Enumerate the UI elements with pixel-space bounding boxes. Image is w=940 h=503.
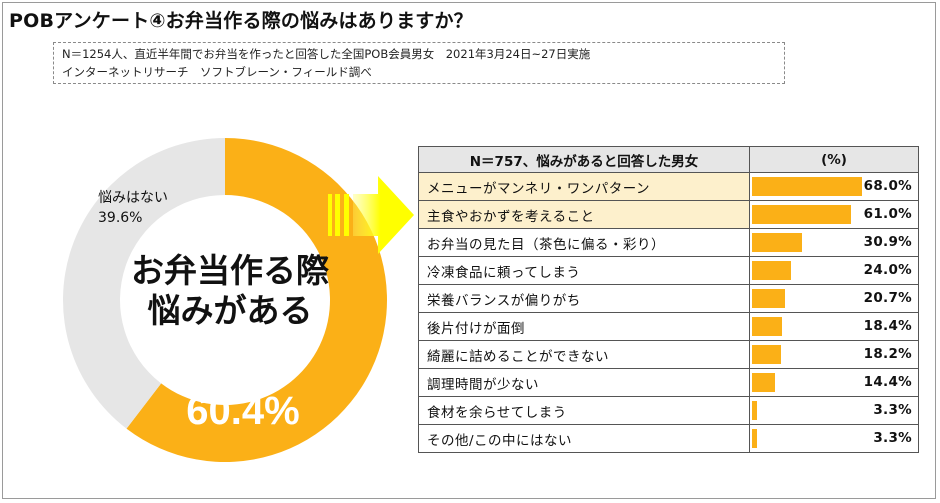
reasons-table: N＝757、悩みがあると回答した男女 (%) メニューがマンネリ・ワンパターン 6… bbox=[418, 146, 919, 453]
table-row: メニューがマンネリ・ワンパターン 68.0% bbox=[418, 172, 919, 201]
table-row: 栄養バランスが偏りがち 20.7% bbox=[418, 284, 919, 313]
row-value-cell: 24.0% bbox=[749, 256, 919, 285]
row-value-label: 18.4% bbox=[863, 318, 912, 334]
arrow-stripe bbox=[328, 194, 332, 236]
row-label: 冷凍食品に頼ってしまう bbox=[418, 256, 750, 285]
donut-slice-has-concerns bbox=[126, 138, 388, 462]
row-label: 綺麗に詰めることができない bbox=[418, 340, 750, 369]
row-label: 栄養バランスが偏りがち bbox=[418, 284, 750, 313]
row-value-label: 20.7% bbox=[863, 290, 912, 306]
table-row: 後片付けが面倒 18.4% bbox=[418, 312, 919, 341]
table-header-value: (%) bbox=[749, 146, 919, 173]
donut-main-value-label: 60.4% bbox=[186, 389, 299, 433]
table-row: 綺麗に詰めることができない 18.2% bbox=[418, 340, 919, 369]
row-value-cell: 20.7% bbox=[749, 284, 919, 313]
donut-other-label: 悩みはない bbox=[98, 190, 168, 206]
row-value-cell: 30.9% bbox=[749, 228, 919, 257]
donut-other-value-label: 39.6% bbox=[98, 210, 142, 226]
row-bar bbox=[752, 233, 802, 252]
row-value-label: 24.0% bbox=[863, 262, 912, 278]
row-value-cell: 3.3% bbox=[749, 424, 919, 453]
row-value-cell: 18.4% bbox=[749, 312, 919, 341]
row-label: 後片付けが面倒 bbox=[418, 312, 750, 341]
row-bar bbox=[752, 345, 782, 364]
row-label: メニューがマンネリ・ワンパターン bbox=[418, 172, 750, 201]
row-bar bbox=[752, 373, 776, 392]
survey-note-line-1: N＝1254人、直近半年間でお弁当を作ったと回答した全国POB会員男女 2021… bbox=[62, 47, 591, 61]
survey-note: N＝1254人、直近半年間でお弁当を作ったと回答した全国POB会員男女 2021… bbox=[53, 42, 785, 84]
row-label: 主食やおかずを考えること bbox=[418, 200, 750, 229]
table-row: 食材を余らせてしまう 3.3% bbox=[418, 396, 919, 425]
donut-slice-no-concerns bbox=[63, 138, 226, 429]
row-value-cell: 14.4% bbox=[749, 368, 919, 397]
row-value-label: 14.4% bbox=[863, 374, 912, 390]
table-row: 主食やおかずを考えること 61.0% bbox=[418, 200, 919, 229]
donut-center-label-line-2: 悩みがある bbox=[148, 291, 313, 330]
row-value-label: 3.3% bbox=[873, 402, 912, 418]
row-label: 食材を余らせてしまう bbox=[418, 396, 750, 425]
row-value-label: 30.9% bbox=[863, 234, 912, 250]
row-value-cell: 61.0% bbox=[749, 200, 919, 229]
table-header-row: N＝757、悩みがあると回答した男女 (%) bbox=[418, 146, 919, 173]
arrow-stripe bbox=[335, 194, 340, 236]
row-value-cell: 3.3% bbox=[749, 396, 919, 425]
arrow-head bbox=[353, 176, 414, 254]
row-value-cell: 68.0% bbox=[749, 172, 919, 201]
row-bar bbox=[752, 261, 791, 280]
table-header-category: N＝757、悩みがあると回答した男女 bbox=[418, 146, 750, 173]
row-value-label: 61.0% bbox=[863, 206, 912, 222]
arrow-stripe bbox=[344, 194, 349, 236]
row-value-cell: 18.2% bbox=[749, 340, 919, 369]
row-label: その他/この中にはない bbox=[418, 424, 750, 453]
row-bar bbox=[752, 401, 758, 420]
table-row: 冷凍食品に頼ってしまう 24.0% bbox=[418, 256, 919, 285]
row-value-label: 18.2% bbox=[863, 346, 912, 362]
row-bar bbox=[752, 289, 786, 308]
row-label: 調理時間が少ない bbox=[418, 368, 750, 397]
row-value-label: 68.0% bbox=[863, 178, 912, 194]
table-row: 調理時間が少ない 14.4% bbox=[418, 368, 919, 397]
table-row: お弁当の見た目（茶色に偏る・彩り） 30.9% bbox=[418, 228, 919, 257]
table-row: その他/この中にはない 3.3% bbox=[418, 424, 919, 453]
row-label: お弁当の見た目（茶色に偏る・彩り） bbox=[418, 228, 750, 257]
row-bar bbox=[752, 205, 851, 224]
donut-center-label-line-1: お弁当作る際 bbox=[131, 251, 329, 290]
row-bar bbox=[752, 177, 862, 196]
row-value-label: 3.3% bbox=[873, 430, 912, 446]
page-title: POBアンケート④お弁当作る際の悩みはありますか？ bbox=[9, 10, 473, 32]
row-bar bbox=[752, 429, 758, 448]
row-bar bbox=[752, 317, 782, 336]
survey-note-line-2: インターネットリサーチ ソフトブレーン・フィールド調べ bbox=[62, 65, 372, 79]
